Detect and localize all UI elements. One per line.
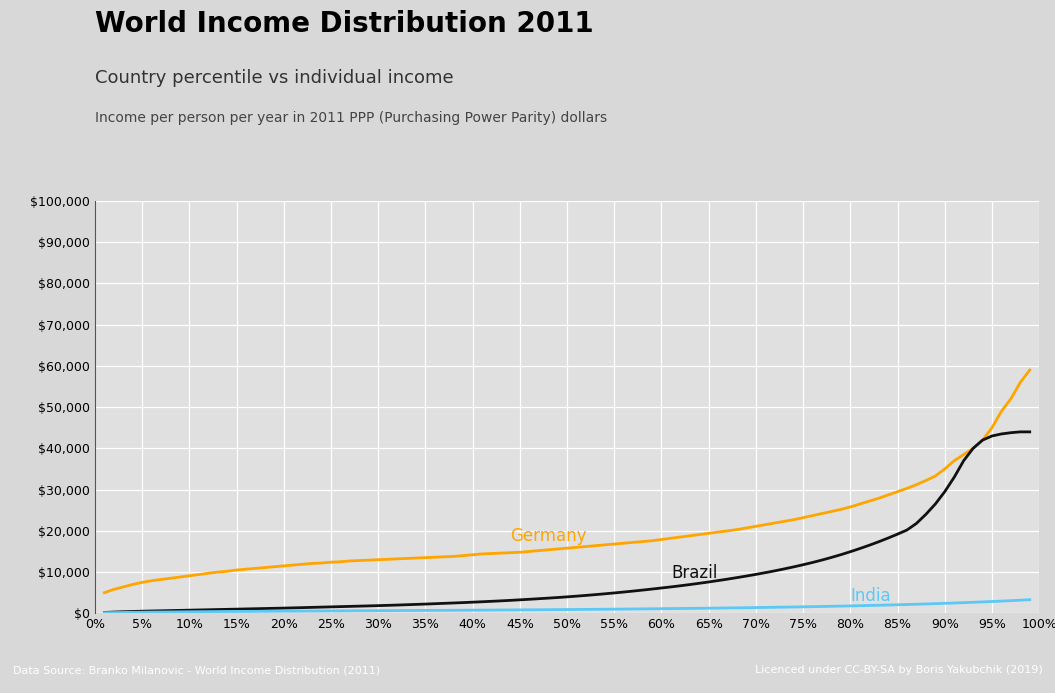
Text: Germany: Germany <box>511 527 587 545</box>
Text: India: India <box>850 587 891 605</box>
Text: Country percentile vs individual income: Country percentile vs individual income <box>95 69 454 87</box>
Text: Data Source: Branko Milanovic - World Income Distribution (2011): Data Source: Branko Milanovic - World In… <box>13 665 380 676</box>
Text: World Income Distribution 2011: World Income Distribution 2011 <box>95 10 594 38</box>
Text: Brazil: Brazil <box>671 564 717 582</box>
Text: Licenced under CC-BY-SA by Boris Yakubchik (2019): Licenced under CC-BY-SA by Boris Yakubch… <box>754 665 1042 676</box>
Text: Income per person per year in 2011 PPP (Purchasing Power Parity) dollars: Income per person per year in 2011 PPP (… <box>95 111 607 125</box>
